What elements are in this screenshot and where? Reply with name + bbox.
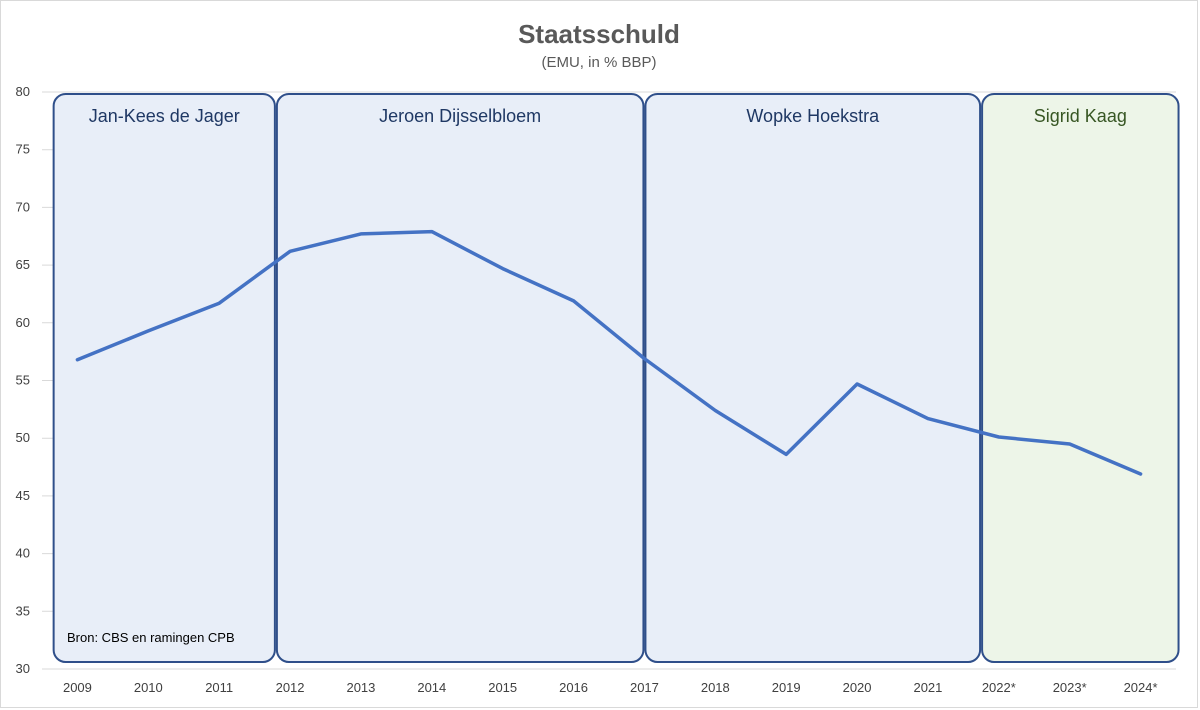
chart-title: Staatsschuld [518, 19, 680, 49]
x-tick-label: 2011 [205, 680, 233, 695]
x-tick-label: 2017 [630, 680, 659, 695]
period-label: Jeroen Dijsselbloem [379, 106, 541, 126]
y-tick-label: 60 [16, 315, 30, 330]
period-label: Jan-Kees de Jager [89, 106, 240, 126]
series-lines [75, 229, 1143, 476]
x-tick-label: 2022* [982, 680, 1016, 695]
y-tick-label: 50 [16, 430, 30, 445]
y-tick-label: 35 [16, 603, 30, 618]
x-tick-label: 2021 [913, 680, 942, 695]
y-tick-label: 30 [16, 661, 30, 676]
y-tick-label: 65 [16, 257, 30, 272]
source-annotation: Bron: CBS en ramingen CPB [67, 630, 235, 645]
y-tick-label: 70 [16, 199, 30, 214]
period-label: Wopke Hoekstra [746, 106, 880, 126]
x-tick-label: 2015 [488, 680, 517, 695]
period-label: Sigrid Kaag [1034, 106, 1127, 126]
x-tick-label: 2019 [772, 680, 801, 695]
chart-subtitle: (EMU, in % BBP) [541, 54, 656, 71]
x-tick-label: 2014 [417, 680, 446, 695]
x-tick-label: 2012 [276, 680, 305, 695]
x-tick-label: 2016 [559, 680, 588, 695]
period-box [644, 93, 982, 663]
x-tick-label: 2010 [134, 680, 163, 695]
x-axis-ticks: 2009 2010 2011 2012 2013 2014 2015 2016 2017 2018… [63, 680, 1158, 695]
x-tick-label: 2018 [701, 680, 730, 695]
y-tick-label: 75 [16, 142, 30, 157]
period-boxes: Jan-Kees de Jager Jeroen Dijsselbloem Wopk… [52, 93, 1180, 663]
period-box [981, 93, 1180, 663]
x-tick-label: 2013 [346, 680, 375, 695]
x-tick-label: 2023* [1053, 680, 1087, 695]
x-tick-label: 2009 [63, 680, 92, 695]
period-box [275, 93, 645, 663]
y-axis-ticks: 30 35 40 45 50 55 60 65 70 75 80 [16, 84, 30, 676]
y-tick-label: 45 [16, 488, 30, 503]
y-tick-label: 80 [16, 84, 30, 99]
x-tick-label: 2020 [843, 680, 872, 695]
period-box [52, 93, 276, 663]
x-tick-label: 2024* [1124, 680, 1158, 695]
y-tick-label: 55 [16, 373, 30, 388]
y-tick-label: 40 [16, 546, 30, 561]
series-line [75, 229, 1143, 476]
